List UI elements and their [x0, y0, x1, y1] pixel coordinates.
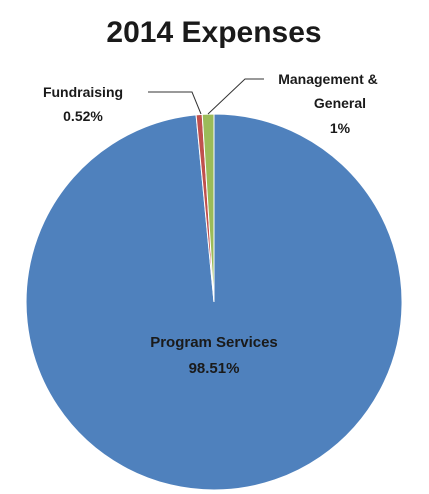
fundraising-label: Fundraising [43, 84, 123, 100]
management-leader-line [207, 78, 264, 115]
management-value: 1% [330, 120, 351, 136]
management-label-line1: Management & [278, 71, 378, 87]
fundraising-leader-line [148, 91, 202, 115]
pie-slices [25, 113, 403, 491]
management-label-line2: General [314, 95, 366, 111]
program-services-value: 98.51% [189, 360, 240, 377]
fundraising-value: 0.52% [63, 108, 103, 124]
chart-title: 2014 Expenses [106, 16, 321, 49]
program-services-label: Program Services [150, 334, 278, 351]
